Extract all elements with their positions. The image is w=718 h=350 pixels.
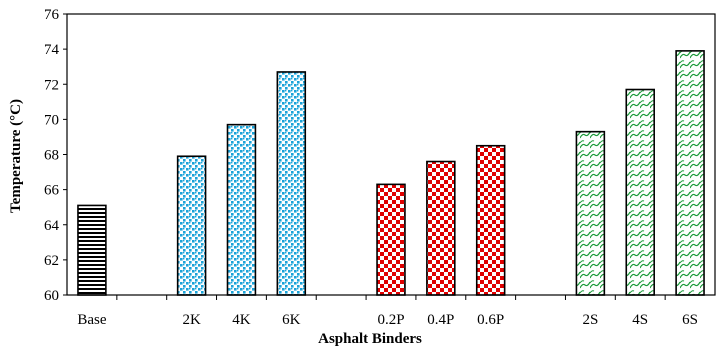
y-tick-label: 74 [44, 42, 60, 58]
y-tick-label: 60 [44, 288, 59, 304]
x-tick-marks [116, 295, 666, 300]
y-tick-labels: 60 62 64 66 68 70 72 74 76 [44, 7, 67, 304]
x-tick-label: 4K [232, 312, 251, 328]
plot-frame [66, 13, 716, 296]
bars [77, 50, 705, 296]
x-tick-labels: Base 2K 4K 6K 0.2P 0.4P 0.6P 2S 4S 6S [77, 312, 698, 328]
y-axis-title: Temperature (°C) [8, 99, 24, 213]
x-tick-label: 4S [632, 312, 648, 328]
bar-02p [376, 183, 406, 296]
x-tick-label: 0.6P [477, 312, 504, 328]
x-axis-label: Asphalt Binders [318, 331, 422, 347]
x-tick-label: Base [77, 312, 107, 328]
bar-4k [226, 123, 257, 296]
bar-4s [625, 88, 655, 296]
x-tick-label: 0.4P [427, 312, 454, 328]
y-tick-label: 68 [44, 148, 59, 164]
bar-2k [176, 155, 207, 296]
bar-04p [426, 160, 456, 296]
y-axis-label: Temperature (°C) [8, 99, 24, 213]
y-tick-label: 70 [44, 112, 59, 128]
bar-2s [575, 130, 606, 296]
bar-6s [675, 50, 705, 296]
bar-6k [276, 71, 307, 296]
x-tick-label: 6S [682, 312, 698, 328]
y-tick-label: 62 [44, 253, 59, 269]
x-tick-label: 6K [282, 312, 301, 328]
y-tick-label: 66 [44, 183, 60, 199]
y-tick-label: 64 [44, 218, 60, 234]
bar-06p [475, 144, 506, 296]
y-tick-label: 76 [44, 7, 60, 23]
bar-base [77, 204, 107, 296]
x-tick-label: 2K [182, 312, 201, 328]
y-tick-label: 72 [44, 77, 59, 93]
x-tick-label: 0.2P [377, 312, 404, 328]
x-tick-label: 2S [582, 312, 598, 328]
